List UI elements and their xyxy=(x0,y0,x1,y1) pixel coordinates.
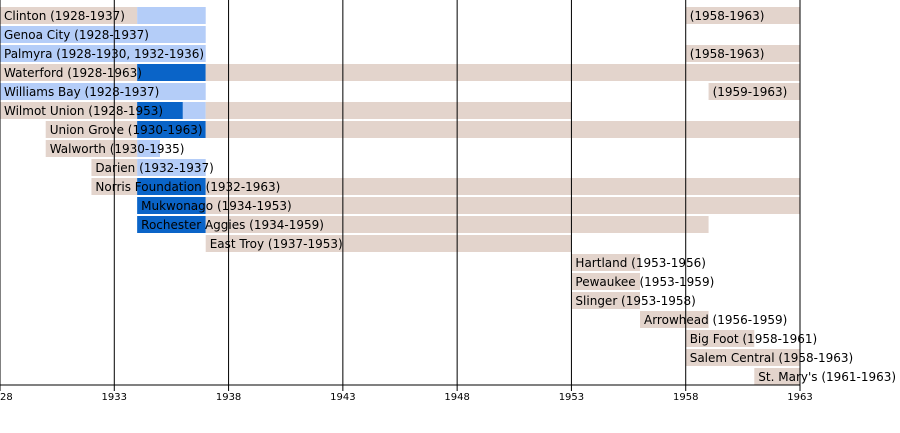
row-label: Darien (1932-1937) xyxy=(95,161,213,175)
timeline-bar xyxy=(182,102,206,119)
timeline-bar xyxy=(685,45,800,62)
row-label: (1959-1963) xyxy=(713,85,788,99)
timeline-bar xyxy=(205,121,800,138)
timeline-bar xyxy=(571,292,640,309)
timeline-bar xyxy=(137,197,206,214)
timeline-bar xyxy=(137,121,206,138)
timeline-bar xyxy=(708,83,800,100)
timeline-bar xyxy=(137,216,206,233)
x-tick-label: 1948 xyxy=(444,392,469,403)
timeline-bar xyxy=(205,102,572,119)
timeline-bar xyxy=(571,273,640,290)
x-tick-label: 1933 xyxy=(102,392,127,403)
timeline-bar xyxy=(0,102,138,119)
timeline-bar xyxy=(137,159,206,176)
x-tick-label: 1928 xyxy=(0,392,13,403)
row-label: Mukwonago (1934-1953) xyxy=(141,199,292,213)
row-label: Arrowhead (1956-1959) xyxy=(644,313,787,327)
timeline-bar xyxy=(137,102,183,119)
timeline-bar xyxy=(137,140,160,157)
row-label: Palmyra (1928-1930, 1932-1936) xyxy=(4,47,204,61)
row-label: Union Grove (1930-1963) xyxy=(50,123,203,137)
timeline-bar xyxy=(137,7,206,24)
timeline-bar xyxy=(685,330,755,347)
timeline-bar xyxy=(0,26,206,43)
row-label: Clinton (1928-1937) xyxy=(4,9,125,23)
timeline-bar xyxy=(205,197,800,214)
row-label: Big Foot (1958-1961) xyxy=(690,332,817,346)
row-label: Slinger (1953-1958) xyxy=(575,294,695,308)
timeline-bar xyxy=(205,64,800,81)
timeline-bar xyxy=(0,45,206,62)
row-label: Salem Central (1958-1963) xyxy=(690,351,853,365)
timeline-bar xyxy=(0,64,138,81)
timeline-bar xyxy=(0,83,206,100)
x-tick-label: 1953 xyxy=(559,392,584,403)
timeline-bar xyxy=(0,7,138,24)
row-label: (1958-1963) xyxy=(690,9,765,23)
timeline-bar xyxy=(137,64,206,81)
row-label: Waterford (1928-1963) xyxy=(4,66,142,80)
timeline-bar xyxy=(205,178,800,195)
x-tick-label: 1943 xyxy=(330,392,355,403)
timeline-bar xyxy=(685,7,800,24)
row-label: St. Mary's (1961-1963) xyxy=(758,370,896,384)
timeline-bar xyxy=(685,349,800,366)
row-label: Hartland (1953-1956) xyxy=(575,256,706,270)
row-label: Wilmot Union (1928-1953) xyxy=(4,104,163,118)
x-tick-label: 1938 xyxy=(216,392,241,403)
timeline-bar xyxy=(571,254,640,271)
row-label: Walworth (1930-1935) xyxy=(50,142,185,156)
row-label: Pewaukee (1953-1959) xyxy=(575,275,714,289)
timeline-bar xyxy=(640,311,709,328)
row-label: East Troy (1937-1953) xyxy=(210,237,343,251)
row-label: Genoa City (1928-1937) xyxy=(4,28,149,42)
timeline-bar xyxy=(205,235,572,252)
timeline-bar xyxy=(137,178,206,195)
x-tick-label: 1958 xyxy=(673,392,698,403)
row-label: Williams Bay (1928-1937) xyxy=(4,85,159,99)
row-label: Rochester Aggies (1934-1959) xyxy=(141,218,324,232)
timeline-bar xyxy=(754,368,800,385)
row-label: Norris Foundation (1932-1963) xyxy=(95,180,280,194)
row-label: (1958-1963) xyxy=(690,47,765,61)
x-tick-label: 1963 xyxy=(787,392,812,403)
